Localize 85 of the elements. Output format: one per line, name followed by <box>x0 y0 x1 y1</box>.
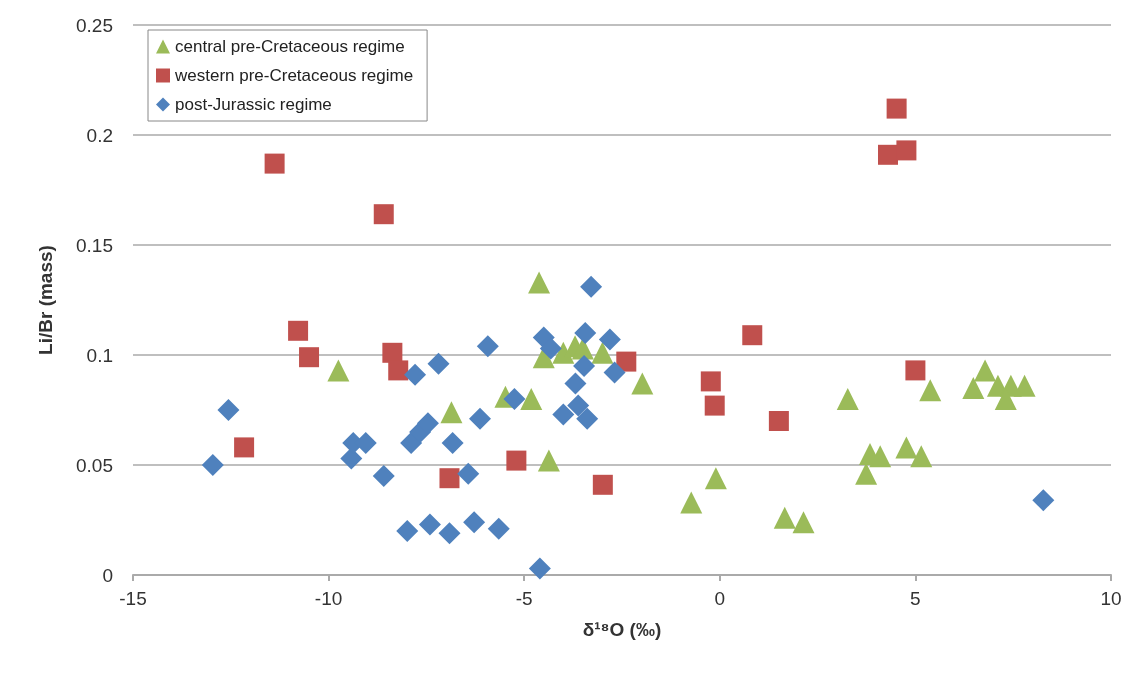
point <box>878 144 899 165</box>
point <box>299 347 320 368</box>
point <box>537 449 560 472</box>
point <box>418 513 441 536</box>
point <box>905 360 926 381</box>
point <box>598 328 621 351</box>
point <box>539 337 562 360</box>
point <box>463 511 486 534</box>
point <box>567 394 590 417</box>
point <box>340 447 363 470</box>
point <box>704 467 727 490</box>
x-axis-title: δ¹⁸O (‰) <box>582 619 662 640</box>
point <box>886 98 907 119</box>
point <box>503 388 526 410</box>
legend-label: central pre-Cretaceous regime <box>175 37 405 56</box>
point <box>438 522 461 545</box>
point <box>580 275 603 298</box>
point <box>592 474 613 495</box>
y-tick-label: 0.2 <box>86 124 113 146</box>
point <box>962 377 985 399</box>
point <box>528 271 551 294</box>
point <box>441 432 464 454</box>
point <box>372 465 395 487</box>
point <box>576 407 599 430</box>
point <box>603 361 626 384</box>
point <box>476 335 499 358</box>
point <box>487 517 510 540</box>
point <box>427 352 450 375</box>
point <box>388 360 409 381</box>
x-tick-label: 10 <box>1100 588 1122 609</box>
point <box>573 355 596 377</box>
point <box>373 204 394 225</box>
point <box>440 401 463 424</box>
point <box>201 454 224 476</box>
point <box>1032 489 1055 512</box>
point <box>288 320 309 341</box>
y-tick-label: 0.1 <box>86 344 113 366</box>
point <box>528 557 551 580</box>
y-tick-label: 0 <box>102 564 113 586</box>
point <box>773 506 796 529</box>
point <box>616 351 637 372</box>
point <box>896 140 917 161</box>
point <box>468 407 491 430</box>
y-axis-title: Li/Br (mass) <box>35 245 56 355</box>
point <box>400 432 423 454</box>
point <box>416 412 439 435</box>
point <box>264 153 285 174</box>
point <box>974 359 997 382</box>
point <box>520 388 543 410</box>
point <box>591 341 614 364</box>
point <box>404 363 427 386</box>
x-tick-label: 0 <box>714 588 726 609</box>
point <box>327 359 350 382</box>
point <box>700 371 721 392</box>
x-tick-label: -10 <box>314 588 343 609</box>
point <box>631 372 654 395</box>
x-tick-label: -15 <box>119 588 147 609</box>
point <box>910 445 933 468</box>
point <box>855 462 878 485</box>
point <box>396 520 419 542</box>
legend-label: post-Jurassic regime <box>175 95 332 114</box>
y-tick-label: 0.15 <box>76 234 113 256</box>
point <box>919 379 942 402</box>
point <box>217 399 240 421</box>
point <box>792 511 815 534</box>
point <box>680 491 703 514</box>
y-tick-label: 0.25 <box>76 14 113 36</box>
point <box>574 322 597 344</box>
point <box>457 462 480 485</box>
y-tick-label: 0.05 <box>76 454 113 476</box>
point <box>869 445 892 468</box>
point <box>895 436 918 459</box>
x-tick-label: -5 <box>515 588 533 609</box>
point <box>704 395 725 416</box>
point <box>552 403 575 426</box>
point <box>439 468 460 489</box>
point <box>234 437 255 458</box>
point <box>768 411 789 431</box>
point <box>564 372 587 395</box>
point <box>1013 374 1036 397</box>
point <box>506 450 527 471</box>
legend-label: western pre-Cretaceous regime <box>174 66 414 85</box>
x-tick-label: 5 <box>910 588 921 609</box>
point <box>742 325 763 346</box>
point <box>836 388 859 410</box>
